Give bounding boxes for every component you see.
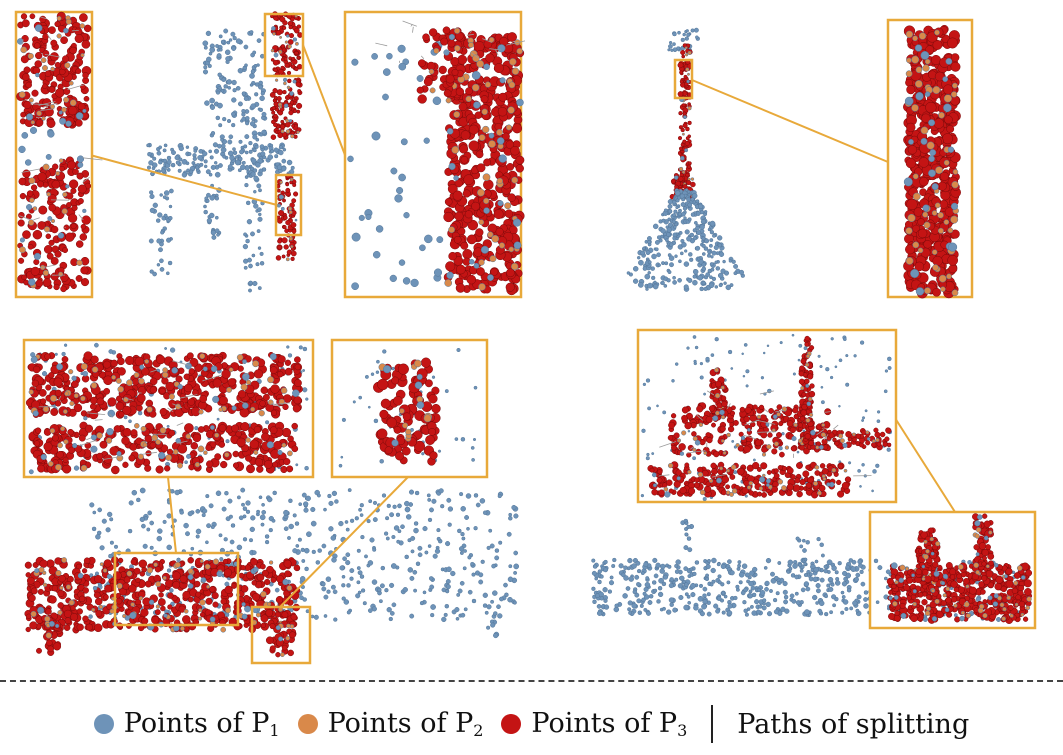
panel-chair — [14, 10, 526, 299]
panel-table — [22, 338, 520, 665]
panel-airplane — [591, 328, 1037, 630]
legend-label-p2: Points of P2 — [327, 708, 484, 740]
legend-swatch-p1 — [93, 714, 114, 734]
legend-item-paths: Paths of splitting — [737, 709, 969, 740]
legend-item-p1: Points of P1 — [93, 708, 280, 740]
panel-lamp — [626, 18, 974, 299]
legend-label-p3: Points of P3 — [531, 708, 688, 740]
figure-canvas — [14, 10, 1037, 665]
legend-swatch-p2 — [297, 714, 318, 734]
legend-item-p2: Points of P2 — [297, 708, 484, 740]
legend-swatch-p3 — [501, 714, 522, 734]
legend: Points of P1 Points of P2 Points of P3 P… — [0, 700, 1063, 748]
legend-label-p1: Points of P1 — [123, 708, 280, 740]
zoom-box-table-mid — [113, 551, 240, 627]
dashed-divider — [0, 680, 1063, 682]
legend-separator — [711, 705, 714, 743]
legend-item-p3: Points of P3 — [501, 708, 687, 740]
zoom-box-lamp — [673, 58, 694, 100]
legend-label-paths: Paths of splitting — [737, 708, 970, 740]
